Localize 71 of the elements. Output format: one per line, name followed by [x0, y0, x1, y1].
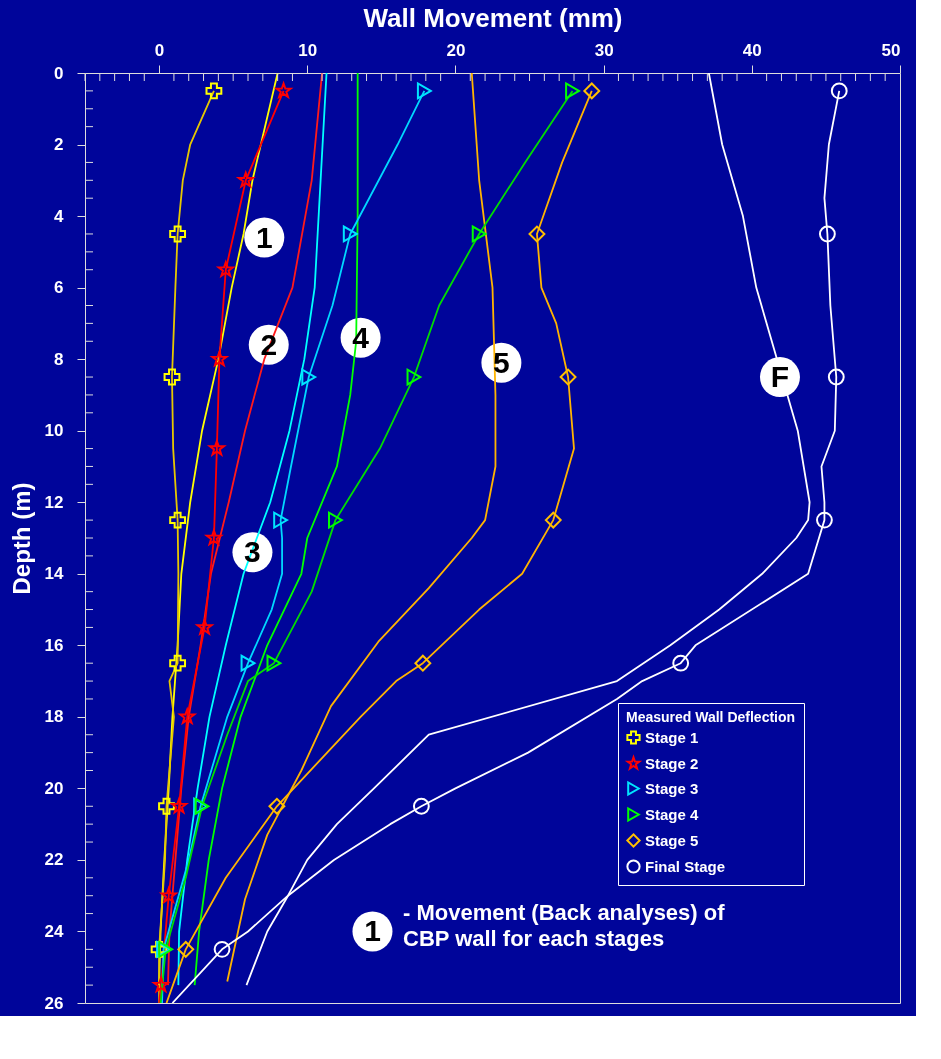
point: [827, 368, 845, 386]
point: [160, 887, 177, 903]
y-tick-label: 18: [44, 707, 64, 727]
point: [830, 82, 848, 100]
point: [565, 82, 580, 100]
y-tick-label: 4: [54, 206, 65, 226]
legend-label: Stage 2: [645, 754, 699, 772]
point: [169, 511, 187, 529]
point: [416, 82, 432, 100]
legend-label: Final Stage: [645, 857, 726, 875]
point: [471, 225, 487, 243]
y-tick-label: 12: [44, 492, 64, 512]
legend-label: Stage 4: [645, 805, 700, 823]
x-tick-label: 50: [881, 40, 901, 60]
point: [559, 368, 577, 386]
annotation: - Movement (Back analyses) of CBP wall for each stages: [403, 900, 726, 951]
point: [208, 440, 225, 456]
y-tick-label: 20: [44, 778, 64, 798]
point: [406, 368, 422, 386]
point: [301, 368, 317, 386]
y-tick-label: 26: [44, 993, 64, 1013]
point: [816, 511, 833, 529]
point: [169, 654, 187, 672]
y-tick-label: 22: [44, 850, 64, 870]
y-tick-label: 6: [54, 278, 64, 298]
point: [414, 654, 432, 672]
point: [328, 511, 343, 529]
x-tick-label: 10: [298, 40, 318, 60]
y-tick-label: 10: [44, 421, 64, 441]
legend-label: Stage 1: [645, 728, 699, 746]
point: [412, 797, 430, 815]
legend-label: Stage 3: [645, 779, 699, 797]
point: [273, 511, 289, 529]
point: [152, 976, 170, 993]
point: [171, 797, 188, 814]
legend-label: Stage 5: [645, 831, 699, 849]
point: [169, 225, 187, 243]
x-tick-label: 0: [154, 40, 165, 60]
point: [672, 654, 690, 672]
point: [213, 940, 231, 958]
annotation: 1: [364, 914, 381, 948]
point: [268, 797, 286, 815]
legend-title: Measured Wall Deflection: [626, 709, 796, 725]
x-axis-title: Wall Movement (mm): [363, 2, 623, 33]
point: [158, 797, 175, 815]
point: [237, 171, 254, 188]
annotation: F: [770, 360, 790, 394]
y-tick-label: 8: [54, 349, 64, 369]
y-tick-label: 0: [54, 63, 64, 83]
point: [266, 654, 282, 672]
y-tick-label: 14: [44, 564, 65, 584]
y-axis-title: Depth (m): [7, 482, 35, 595]
point: [583, 82, 601, 100]
point: [177, 940, 195, 958]
point: [179, 708, 196, 724]
y-tick-label: 2: [54, 135, 64, 155]
point: [818, 225, 836, 243]
point: [205, 82, 223, 100]
x-tick-label: 30: [594, 40, 614, 60]
point: [217, 261, 234, 277]
y-tick-label: 16: [44, 635, 64, 655]
y-tick-label: 24: [44, 921, 65, 941]
point: [528, 225, 546, 243]
x-tick-label: 40: [742, 40, 762, 60]
annotation: 1: [255, 220, 273, 254]
point: [240, 654, 256, 672]
point: [150, 940, 168, 958]
point: [163, 368, 181, 386]
x-tick-label: 20: [446, 40, 466, 60]
point: [342, 225, 358, 243]
point: [544, 511, 562, 529]
